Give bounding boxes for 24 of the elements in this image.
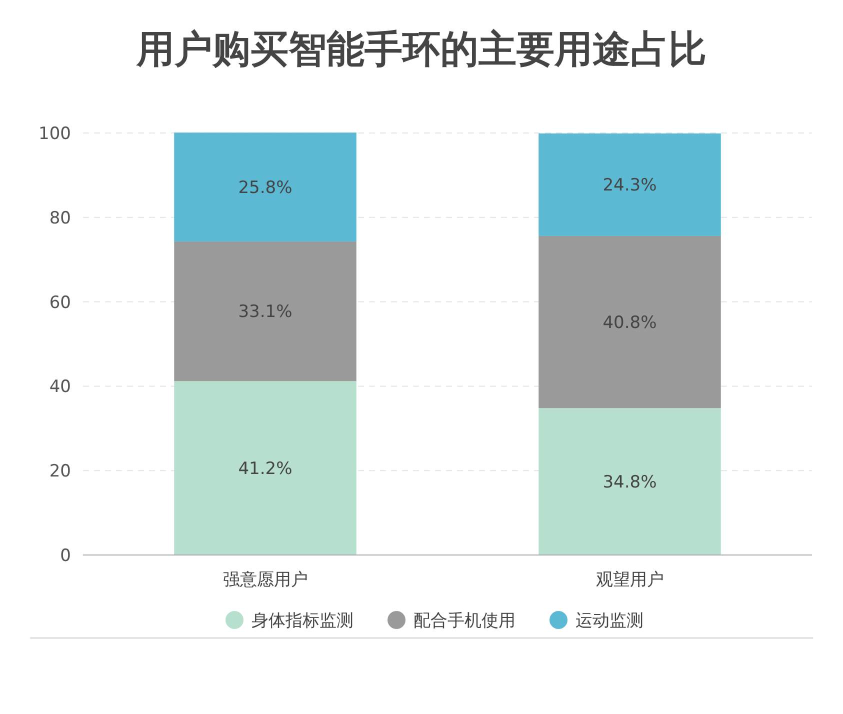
data-label: 33.1% [238, 302, 292, 322]
bar [174, 381, 356, 555]
y-tick-label: 20 [49, 462, 71, 482]
chart-title: 用户购买智能手环的主要用途占比 [136, 27, 706, 71]
bar [538, 408, 721, 555]
data-label: 40.8% [602, 313, 657, 334]
legend-label: 身体指标监测 [252, 610, 354, 631]
data-label: 25.8% [238, 178, 292, 198]
y-tick-label: 40 [49, 377, 71, 398]
data-label: 41.2% [238, 459, 292, 480]
bar [538, 133, 721, 236]
x-tick-label: 强意愿用户 [222, 570, 308, 590]
y-tick-label: 0 [60, 546, 71, 566]
legend-label: 配合手机使用 [414, 610, 516, 631]
bar [538, 236, 721, 408]
bar [174, 132, 356, 242]
legend-label: 运动监测 [576, 610, 644, 631]
y-tick-label: 80 [49, 208, 71, 228]
data-label: 34.8% [602, 472, 657, 493]
data-label: 24.3% [602, 176, 657, 196]
y-tick-label: 60 [49, 292, 71, 313]
y-tick-label: 100 [38, 124, 71, 144]
x-tick-label: 观望用户 [596, 570, 664, 590]
bar [174, 241, 356, 382]
